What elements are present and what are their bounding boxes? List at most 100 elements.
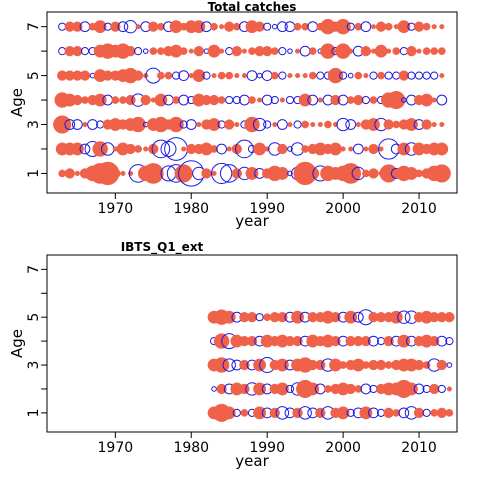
bubble-negative bbox=[368, 335, 379, 347]
bubble-positive bbox=[225, 71, 234, 80]
x-tick-label: 2010 bbox=[401, 440, 437, 456]
bubble-positive bbox=[287, 121, 293, 128]
bubble-positive bbox=[345, 383, 356, 395]
y-tick-label: 5 bbox=[26, 313, 42, 322]
bubble-positive bbox=[213, 357, 230, 373]
bubble-positive bbox=[120, 170, 126, 176]
bubble-negative bbox=[284, 21, 296, 33]
bubble-positive bbox=[234, 73, 240, 79]
y-tick-label: 7 bbox=[26, 22, 42, 31]
bubble-positive bbox=[157, 22, 165, 31]
bubble-positive bbox=[421, 119, 432, 130]
bubble-negative bbox=[298, 406, 312, 420]
bubble-positive bbox=[295, 73, 301, 79]
bubble-positive bbox=[234, 121, 240, 128]
bubble-positive bbox=[383, 335, 394, 347]
bubble-positive bbox=[360, 335, 372, 347]
bubble-positive bbox=[253, 142, 267, 156]
bubble-positive bbox=[378, 146, 384, 152]
bubble-positive bbox=[344, 310, 358, 324]
x-tick-label: 1970 bbox=[98, 440, 134, 456]
bubble-positive bbox=[241, 73, 247, 79]
bubble-positive bbox=[389, 310, 403, 324]
bubble-positive bbox=[219, 48, 225, 54]
bubble-positive bbox=[431, 121, 437, 128]
bubble-negative bbox=[361, 95, 370, 105]
bubble-positive bbox=[436, 407, 447, 419]
bubble-positive bbox=[239, 359, 250, 371]
bubble-positive bbox=[298, 93, 312, 107]
bubble-positive bbox=[353, 94, 364, 106]
bubble-positive bbox=[416, 48, 422, 54]
bubble-positive bbox=[340, 146, 346, 152]
bubble-positive bbox=[174, 164, 193, 183]
bubble-negative bbox=[117, 21, 129, 33]
bubble-positive bbox=[431, 97, 437, 103]
x-tick-label: 1980 bbox=[173, 201, 209, 217]
bubble-positive bbox=[192, 20, 206, 34]
bubble-positive bbox=[404, 382, 418, 396]
bubble-positive bbox=[340, 163, 362, 184]
bubble-positive bbox=[222, 310, 236, 324]
bubble-positive bbox=[269, 407, 280, 419]
bubble-positive bbox=[354, 385, 363, 393]
bubble-negative bbox=[64, 119, 76, 130]
bubble-positive bbox=[330, 312, 341, 323]
bubble-negative bbox=[261, 70, 273, 81]
bubble-positive bbox=[422, 47, 431, 55]
bubble-positive bbox=[293, 22, 302, 31]
bubble-positive bbox=[111, 96, 120, 104]
bubble-positive bbox=[301, 120, 309, 129]
bubble-negative bbox=[255, 313, 264, 322]
bubble-negative bbox=[87, 119, 98, 130]
bubble-positive bbox=[143, 146, 149, 152]
bubble-positive bbox=[374, 44, 388, 58]
bubble-positive bbox=[222, 406, 236, 420]
y-tick-label: 3 bbox=[26, 361, 42, 370]
bubble-positive bbox=[130, 116, 146, 133]
bubble-positive bbox=[431, 24, 437, 30]
bubble-negative bbox=[275, 406, 290, 420]
bubble-negative bbox=[307, 21, 319, 33]
bubble-positive bbox=[72, 94, 83, 106]
bubble-positive bbox=[301, 22, 309, 31]
bubble-positive bbox=[253, 406, 267, 420]
bubble-negative bbox=[413, 383, 425, 395]
bubble-positive bbox=[232, 22, 241, 31]
bubble-positive bbox=[272, 121, 278, 128]
bubble-positive bbox=[93, 93, 107, 107]
bubble-positive bbox=[302, 73, 308, 79]
bubble-positive bbox=[240, 409, 249, 417]
bubble-positive bbox=[172, 96, 180, 104]
bubble-positive bbox=[287, 73, 293, 79]
y-axis-label: Age bbox=[8, 329, 26, 358]
bubble-negative bbox=[437, 384, 446, 394]
bubble-positive bbox=[383, 119, 394, 130]
bubble-positive bbox=[375, 21, 387, 32]
bubble-positive bbox=[64, 168, 75, 179]
bubble-negative bbox=[71, 119, 83, 130]
bubble-negative bbox=[160, 140, 177, 157]
bubble-negative bbox=[352, 143, 364, 155]
bubble-negative bbox=[422, 408, 431, 417]
bubble-positive bbox=[210, 22, 218, 31]
bubble-positive bbox=[437, 47, 446, 55]
bubble-positive bbox=[164, 71, 173, 80]
bubble-negative bbox=[263, 22, 272, 31]
bubble-positive bbox=[386, 48, 392, 54]
bubble-positive bbox=[446, 386, 452, 392]
bubble-positive bbox=[392, 47, 401, 55]
bubble-positive bbox=[168, 116, 184, 133]
bubble-positive bbox=[196, 121, 202, 128]
bubble-positive bbox=[74, 170, 80, 176]
bubble-positive bbox=[270, 71, 279, 80]
y-tick-label: 3 bbox=[26, 120, 42, 129]
chart-title: IBTS_Q1_ext bbox=[121, 240, 204, 255]
y-tick-label: 7 bbox=[26, 265, 42, 274]
bubble-negative bbox=[436, 94, 448, 106]
bubble-negative bbox=[360, 21, 372, 33]
bubble-positive bbox=[397, 142, 411, 156]
bubble-negative bbox=[278, 71, 287, 80]
